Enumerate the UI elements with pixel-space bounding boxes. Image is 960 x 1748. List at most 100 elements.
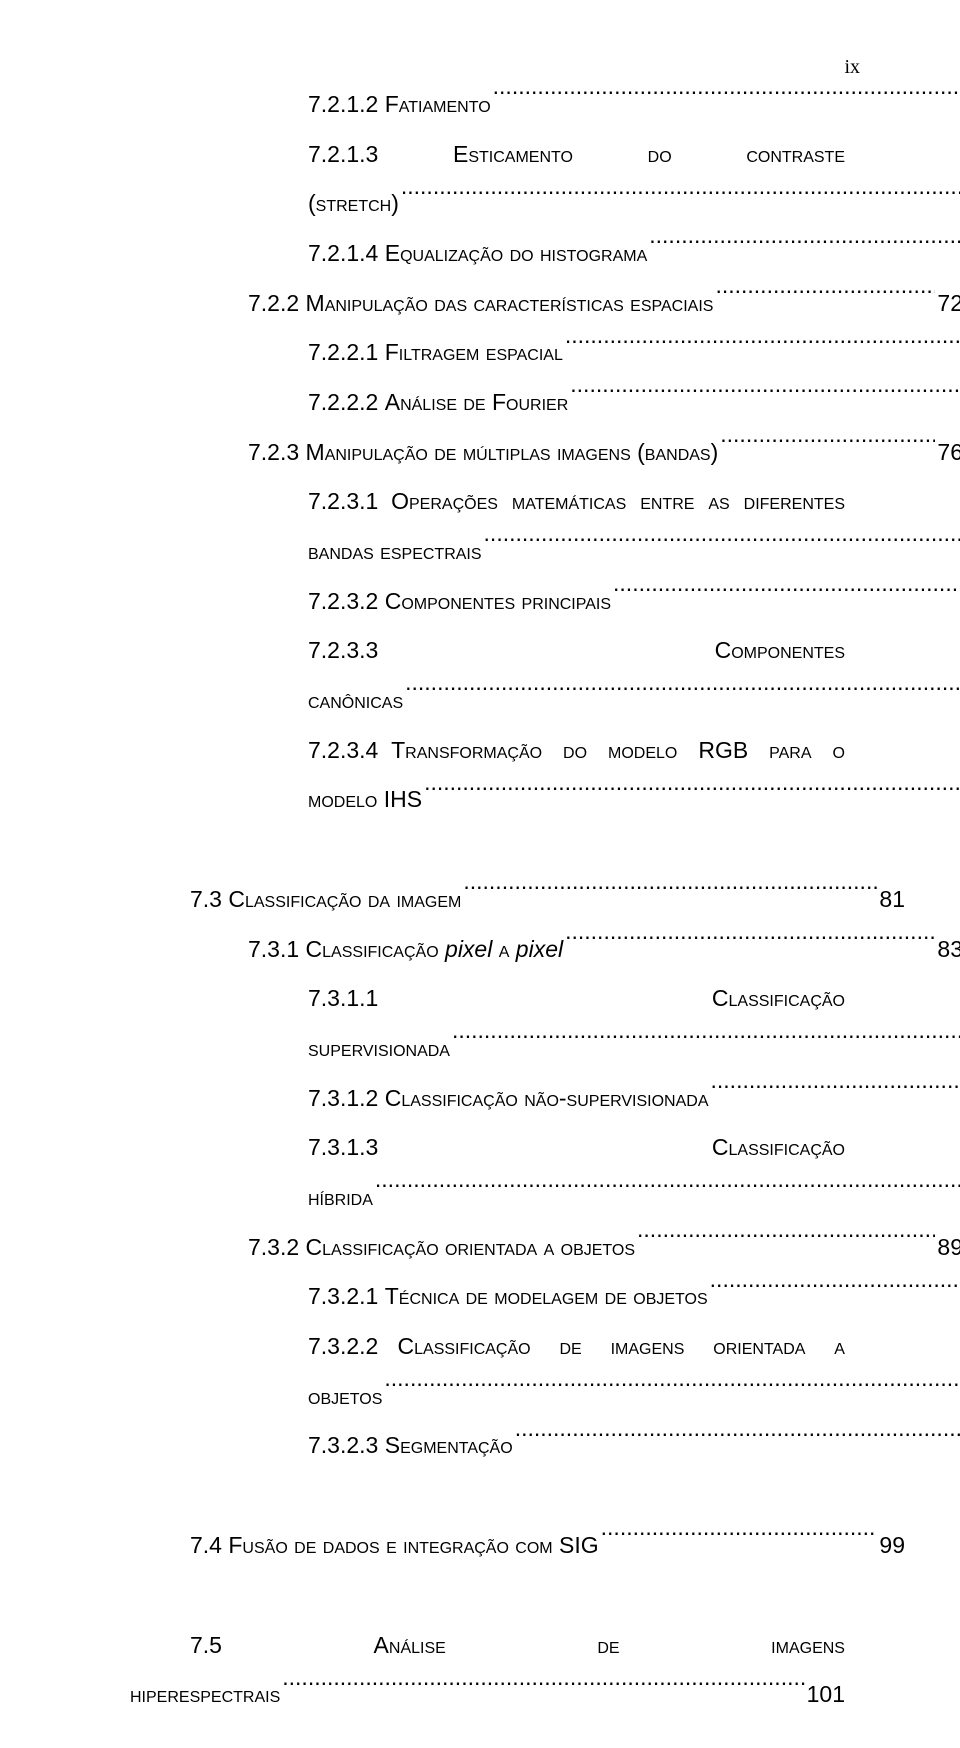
toc-label: 7.3.2.3 Segmentação (308, 1421, 513, 1471)
toc-page: 101 (807, 1670, 845, 1720)
dot-leader (424, 784, 960, 807)
dot-leader (710, 1281, 960, 1304)
toc-entry: 7.3.2.2 Classificação de imagens orienta… (130, 1322, 845, 1372)
toc-label: hiperespectrais (130, 1670, 280, 1720)
toc-label: (stretch) (308, 179, 399, 229)
toc-entry: 7.2.1.2 Fatiamento 70 (130, 80, 960, 130)
toc-entry: 7.2.3.2 Componentes principais 77 (130, 577, 960, 627)
toc-entry: 7.3.2.1 Técnica de modelagem de objetos … (130, 1272, 960, 1322)
toc-entry: 7.2.2.2 Análise de Fourier 75 (130, 378, 960, 428)
toc-entry-line2: híbrida 88 (130, 1173, 960, 1223)
toc-word: as (708, 477, 729, 527)
dot-leader (613, 586, 960, 609)
dot-leader (601, 1530, 878, 1553)
toc-entry: 7.4 Fusão de dados e integração com SIG … (130, 1521, 905, 1571)
toc-entry: 7.2.2 Manipulação das características es… (130, 279, 960, 329)
toc-entry: 7.3.2.3 Segmentação 97 (130, 1421, 960, 1471)
toc-word: Análise (374, 1621, 446, 1671)
toc-word: o (833, 726, 845, 776)
toc-label: 7.2.3 Manipulação de múltiplas imagens (… (248, 428, 718, 478)
toc-num: 7.2.3.4 Transformação (308, 726, 542, 776)
dot-leader (375, 1182, 960, 1205)
toc-label: híbrida (308, 1173, 373, 1223)
dot-leader (565, 337, 960, 360)
dot-leader (637, 1232, 935, 1255)
toc-num: 7.3.2.2 Classificação (308, 1322, 531, 1372)
toc-num: 7.3.1.3 (308, 1123, 378, 1173)
dot-leader (711, 1083, 960, 1106)
toc-page: 83 (937, 925, 960, 975)
dot-leader (405, 685, 960, 708)
dot-leader (649, 238, 960, 261)
toc-word: imagens (611, 1322, 685, 1372)
toc-entry: 7.3.1.2 Classificação não-supervisionada… (130, 1074, 960, 1124)
dot-leader (463, 884, 877, 907)
toc-page: 76 (937, 428, 960, 478)
toc-word: para (769, 726, 811, 776)
toc-label: 7.3.2 Classificação orientada a objetos (248, 1223, 635, 1273)
toc-word: modelo (608, 726, 677, 776)
dot-leader (484, 536, 960, 559)
toc-entry: 7.2.2.1 Filtragem espacial 72 (130, 328, 960, 378)
toc-word: entre (640, 477, 694, 527)
toc-entry: 7.3.1.3 Classificação (130, 1123, 845, 1173)
dot-leader (493, 89, 960, 112)
toc-label: objetos (308, 1372, 382, 1422)
toc-label: 7.2.1.2 Fatiamento (308, 80, 491, 130)
toc-entry: 7.2.1.4 Equalização do histograma 71 (130, 229, 960, 279)
dot-leader (384, 1381, 960, 1404)
toc-label: 7.3.1.2 Classificação não-supervisionada (308, 1074, 709, 1124)
toc-num: 7.5 (190, 1621, 222, 1671)
toc-page: 81 (879, 875, 905, 925)
toc-entry-line2: objetos 95 (130, 1372, 960, 1422)
toc-num: 7.2.3.1 Operações (308, 477, 498, 527)
toc-entry: 7.3 Classificação da imagem 81 (130, 875, 905, 925)
toc-word: contraste (746, 130, 845, 180)
toc-entry-line2: modelo IHS 78 (130, 775, 960, 825)
dot-leader (452, 1033, 960, 1056)
toc-word: orientada (713, 1322, 805, 1372)
toc-label: 7.3.1 Classificação pixel a pixel (248, 925, 563, 975)
dot-leader (570, 387, 960, 410)
toc-entry: 7.3.2 Classificação orientada a objetos … (130, 1223, 960, 1273)
table-of-contents: 7.2.1.2 Fatiamento 70 7.2.1.3 Esticament… (130, 80, 845, 1720)
toc-word: de (597, 1621, 619, 1671)
dot-leader (401, 188, 960, 211)
toc-label: bandas espectrais (308, 527, 482, 577)
toc-label: 7.2.2.1 Filtragem espacial (308, 328, 563, 378)
dot-leader (282, 1679, 804, 1702)
toc-entry: 7.2.3 Manipulação de múltiplas imagens (… (130, 428, 960, 478)
dot-leader (565, 934, 935, 957)
toc-num: 7.2.1.3 (308, 130, 378, 180)
toc-entry-line2: hiperespectrais 101 (130, 1670, 845, 1720)
toc-label: 7.2.2 Manipulação das características es… (248, 279, 713, 329)
toc-label: 7.2.1.4 Equalização do histograma (308, 229, 647, 279)
dot-leader (720, 437, 935, 460)
toc-word: Componentes (715, 626, 845, 676)
toc-label: 7.4 Fusão de dados e integração com SIG (190, 1521, 599, 1571)
toc-word: RGB (698, 726, 748, 776)
toc-label: modelo IHS (308, 775, 422, 825)
toc-entry: 7.2.3.4 Transformação do modelo RGB para… (130, 726, 845, 776)
toc-word: Classificação (712, 1123, 845, 1173)
toc-word: imagens (771, 1621, 845, 1671)
toc-entry: 7.5 Análise de imagens (130, 1621, 845, 1671)
toc-entry: 7.3.1 Classificação pixel a pixel 83 (130, 925, 960, 975)
toc-entry: 7.3.1.1 Classificação (130, 974, 845, 1024)
toc-word: do (648, 130, 672, 180)
toc-entry-line2: (stretch) 70 (130, 179, 960, 229)
dot-leader (715, 288, 935, 311)
toc-entry: 7.2.3.1 Operações matemáticas entre as d… (130, 477, 845, 527)
toc-label: supervisionada (308, 1024, 450, 1074)
toc-label: 7.2.2.2 Análise de Fourier (308, 378, 568, 428)
dot-leader (515, 1430, 960, 1453)
toc-word: do (563, 726, 587, 776)
toc-word: Esticamento (453, 130, 573, 180)
toc-word: de (559, 1322, 581, 1372)
toc-entry: 7.2.1.3 Esticamento do contraste (130, 130, 845, 180)
toc-word: matemáticas (512, 477, 626, 527)
toc-page: 99 (879, 1521, 905, 1571)
toc-num: 7.2.3.3 (308, 626, 378, 676)
toc-word: Classificação (712, 974, 845, 1024)
toc-label: 7.3 Classificação da imagem (190, 875, 461, 925)
